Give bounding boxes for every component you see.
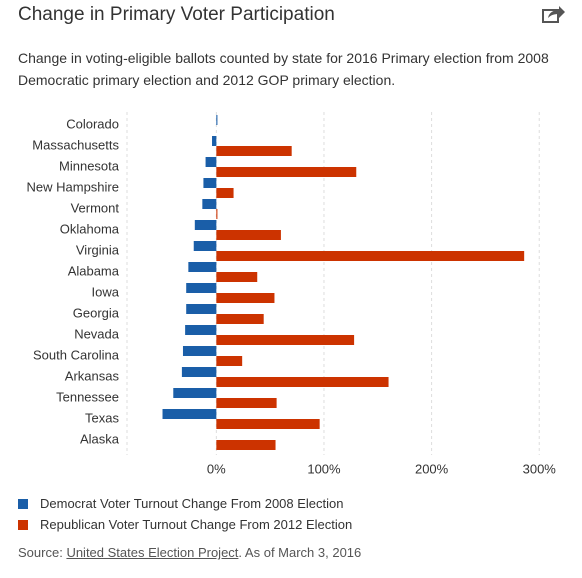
bar — [186, 283, 217, 293]
bar — [205, 157, 217, 167]
bar — [188, 262, 217, 272]
bar — [216, 251, 525, 261]
bar — [216, 272, 258, 282]
y-tick-label: Arkansas — [65, 368, 120, 383]
bar — [181, 367, 217, 377]
y-tick-label: Nevada — [74, 326, 120, 341]
bar — [216, 440, 276, 450]
bar — [216, 419, 320, 429]
bar — [216, 230, 281, 240]
legend-swatch — [18, 498, 28, 509]
y-tick-label: Iowa — [92, 284, 120, 299]
y-tick-label: Vermont — [71, 200, 120, 215]
bar — [216, 209, 218, 219]
bar — [216, 146, 292, 156]
source: Source: United States Election Project. … — [18, 545, 361, 560]
y-tick-label: Texas — [85, 410, 119, 425]
bar — [194, 220, 217, 230]
y-tick-label: South Carolina — [33, 347, 120, 362]
x-tick-label: 100% — [307, 461, 341, 476]
x-tick-label: 200% — [415, 461, 449, 476]
legend-label: Republican Voter Turnout Change From 201… — [40, 517, 353, 532]
bar — [193, 241, 217, 251]
y-tick-label: Colorado — [66, 116, 119, 131]
bar — [216, 167, 357, 177]
source-suffix: . As of March 3, 2016 — [238, 545, 362, 560]
source-link[interactable]: United States Election Project — [66, 545, 239, 560]
legend-item: Democrat Voter Turnout Change From 2008 … — [18, 493, 352, 514]
bar — [203, 178, 217, 188]
bar — [182, 346, 217, 356]
y-tick-label: Georgia — [73, 305, 120, 320]
legend-item: Republican Voter Turnout Change From 201… — [18, 514, 352, 535]
bar — [216, 377, 389, 387]
y-tick-label: Oklahoma — [60, 221, 120, 236]
chart-title: Change in Primary Voter Participation — [18, 4, 335, 25]
legend: Democrat Voter Turnout Change From 2008 … — [18, 493, 352, 535]
share-icon[interactable] — [542, 4, 566, 24]
x-tick-label: 300% — [523, 461, 557, 476]
y-tick-label: Tennessee — [56, 389, 119, 404]
bar — [216, 335, 355, 345]
y-tick-label: Alabama — [68, 263, 120, 278]
chart: 0% 100% 200% 300% Colorado Massachusetts Minne… — [27, 112, 557, 476]
bar — [216, 314, 264, 324]
bar — [202, 199, 217, 209]
legend-label: Democrat Voter Turnout Change From 2008 … — [40, 496, 344, 511]
y-tick-label: Minnesota — [59, 158, 120, 173]
y-tick-label: Alaska — [80, 431, 120, 446]
bar — [216, 115, 218, 125]
bar — [186, 304, 217, 314]
source-prefix: Source: — [18, 545, 63, 560]
bar — [216, 293, 275, 303]
y-tick-label: Massachusetts — [32, 137, 119, 152]
x-tick-label: 0% — [207, 461, 226, 476]
y-tick-label: New Hampshire — [27, 179, 119, 194]
chart-subtitle: Change in voting-eligible ballots counte… — [18, 50, 549, 88]
bar — [216, 356, 243, 366]
bar — [216, 398, 277, 408]
y-tick-label: Virginia — [76, 242, 120, 257]
bar — [185, 325, 217, 335]
bar — [216, 188, 234, 198]
bar — [162, 409, 217, 419]
legend-swatch — [18, 519, 28, 530]
bar — [173, 388, 217, 398]
bar — [212, 136, 217, 146]
